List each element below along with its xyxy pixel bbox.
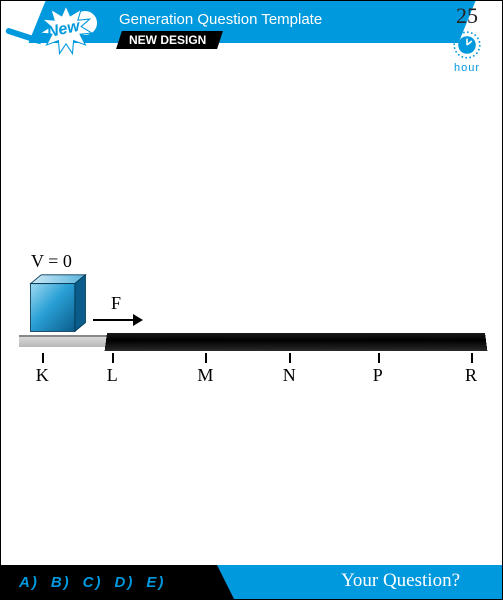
tick-mark: [289, 353, 291, 363]
tick-mark: [471, 353, 473, 363]
tick-mark: [378, 353, 380, 363]
answer-option[interactable]: C): [83, 574, 103, 591]
force-label: F: [111, 293, 121, 314]
track-smooth-segment: [19, 337, 109, 347]
tick-label: P: [373, 365, 383, 386]
velocity-label: V = 0: [31, 251, 72, 272]
footer: A) B) C) D) E) Your Question?: [1, 559, 502, 599]
answer-option[interactable]: D): [114, 574, 134, 591]
hour-number: 25: [438, 3, 496, 29]
physics-diagram: V = 0 F K L M N P R: [19, 251, 485, 391]
question-prompt: Your Question?: [341, 570, 460, 592]
header-subtitle-pill: NEW DESIGN: [116, 31, 223, 49]
tick-mark: [42, 353, 44, 363]
tick-label: M: [197, 365, 213, 386]
track-rough-segment: [105, 333, 488, 351]
clock-icon: [451, 29, 483, 61]
tick-label: L: [107, 365, 118, 386]
answer-option[interactable]: E): [146, 574, 165, 591]
answer-options: A) B) C) D) E): [19, 574, 177, 591]
hour-label: hour: [438, 62, 496, 74]
tick-mark: [112, 353, 114, 363]
answer-option[interactable]: A): [19, 574, 39, 591]
header-title: Generation Question Template: [119, 11, 322, 28]
tick-mark: [205, 353, 207, 363]
hour-badge: 25 hour: [438, 3, 496, 74]
tick-label: K: [36, 365, 49, 386]
tick-label: N: [283, 365, 296, 386]
cube-block: [27, 273, 89, 335]
header-subtitle: NEW DESIGN: [129, 33, 206, 47]
answer-option[interactable]: B): [51, 574, 71, 591]
header: New Generation Question Template NEW DES…: [1, 1, 502, 59]
tick-label: R: [465, 365, 477, 386]
force-arrow-icon: [93, 313, 143, 327]
